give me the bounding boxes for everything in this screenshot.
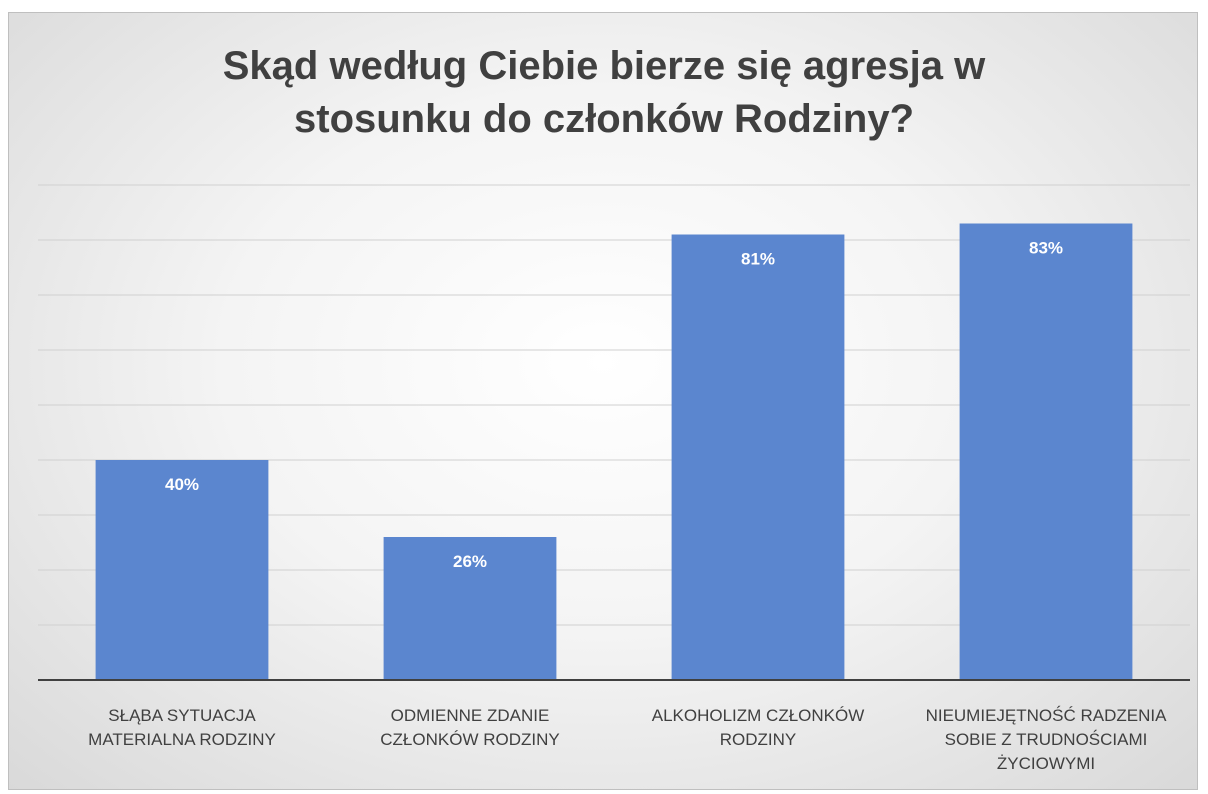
x-tick-label: SŁĄBA SYTUACJA MATERIALNA RODZINY bbox=[88, 706, 276, 749]
bar bbox=[383, 537, 557, 680]
data-label: 40% bbox=[165, 475, 199, 494]
x-tick-label: ALKOHOLIZM CZŁONKÓW RODZINY bbox=[651, 706, 865, 749]
data-label: 26% bbox=[453, 552, 487, 571]
chart-title: Skąd według Ciebie bierze się agresja w … bbox=[222, 44, 986, 141]
data-label: 81% bbox=[741, 250, 775, 269]
x-tick-label: NIEUMIEJĘTNOŚĆ RADZENIA SOBIE Z TRUDNOŚC… bbox=[925, 706, 1167, 773]
bar bbox=[671, 234, 845, 680]
data-label: 83% bbox=[1029, 239, 1063, 258]
x-tick-label: ODMIENNE ZDANIE CZŁONKÓW RODZINY bbox=[380, 706, 560, 749]
bar bbox=[95, 460, 269, 680]
bar bbox=[959, 223, 1133, 680]
